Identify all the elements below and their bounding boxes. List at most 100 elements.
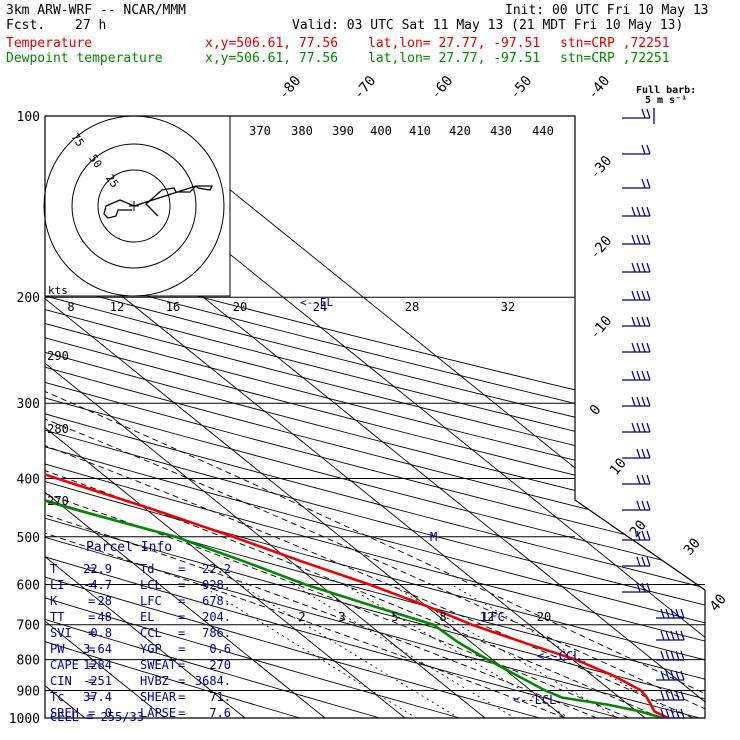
parcel-equals: =: [88, 626, 96, 640]
dry-adiabat: [45, 116, 705, 718]
dry-adiabat: [45, 116, 705, 718]
wind-barb: [622, 316, 651, 327]
parcel-param-name: LI: [50, 578, 65, 592]
mixing-ratio-line: [239, 584, 481, 718]
isotherm-line: [45, 116, 246, 718]
dry-adiabat: [45, 116, 705, 718]
isotherm-line: [45, 116, 566, 718]
dry-adiabat: [45, 116, 340, 718]
dry-adiabat: [45, 116, 705, 718]
lfc-marker: LFC: [483, 610, 505, 624]
pressure-label: 200: [17, 291, 40, 306]
parcel-param-value: 22.9: [83, 562, 112, 576]
hodograph-axis-label: 16: [166, 300, 180, 314]
parcel-param-value: 786.: [202, 626, 231, 640]
parcel-param-value: 1284: [83, 658, 112, 672]
mixing-ratio-label: 5: [391, 610, 398, 624]
wind-barb: [656, 670, 685, 681]
dry-adiabat: [45, 116, 705, 718]
hodograph-ring: [71, 143, 197, 269]
parcel-param-name: EL: [140, 610, 155, 624]
parcel-param-name: CCL: [140, 626, 162, 640]
theta-label: 410: [409, 124, 431, 138]
parcel-param-name: LAPSE: [140, 706, 177, 720]
theta-label: 380: [291, 124, 313, 138]
wind-barb: [656, 650, 685, 661]
parcel-equals: =: [178, 642, 186, 656]
wind-barb: [622, 234, 651, 245]
wind-barb: [622, 262, 651, 273]
parcel-param-value: 3.64: [83, 642, 112, 656]
parcel-param-value: -4.7: [83, 578, 112, 592]
pressure-label: 700: [17, 619, 40, 634]
temperature-xy: x,y=506.61, 77.56: [205, 36, 339, 51]
pressure-label: 1000: [9, 712, 40, 727]
isotherm-label: -40: [585, 73, 614, 103]
parcel-equals: =: [88, 658, 96, 672]
isotherm-label: -70: [351, 73, 380, 103]
hodograph-ring-label: 50: [86, 152, 104, 170]
parcel-equals: =: [178, 706, 186, 720]
parcel-param-name: LCL: [140, 578, 162, 592]
mixing-ratio-label: 20: [537, 610, 551, 624]
isotherm-label: 10: [607, 455, 630, 478]
parcel-equals: =: [88, 706, 96, 720]
parcel-cell: CELL = 255/33: [50, 710, 144, 724]
parcel-param-name: Tc: [50, 690, 65, 704]
dewpoint-line: [45, 116, 663, 718]
parcel-param-value: 0.8: [90, 626, 112, 640]
wind-barb: [622, 530, 651, 541]
pressure-label: 500: [17, 531, 40, 546]
wind-barb: [622, 342, 651, 353]
parcel-param-name: SWEAT: [140, 658, 177, 672]
parcel-equals: =: [88, 578, 96, 592]
parcel-param-value: 37.4: [83, 690, 112, 704]
parcel-param-name: SHEAR: [140, 690, 177, 704]
dewpoint-station: stn=CRP ,72251: [560, 51, 670, 66]
dry-adiabat: [45, 116, 705, 718]
dry-adiabat: [45, 116, 705, 718]
init-time: Init: 00 UTC Fri 10 May 13: [505, 3, 709, 18]
temperature-line: [45, 116, 669, 718]
dry-adiabat: [45, 116, 664, 718]
wind-barb: [622, 370, 651, 381]
hodograph-ring-label: 25: [103, 172, 121, 190]
wind-barb: [622, 396, 651, 407]
dry-adiabat: [45, 116, 705, 718]
hodograph-axis-label: 28: [405, 300, 419, 314]
dry-adiabat: [45, 116, 705, 718]
parcel-param-value: 48: [97, 610, 112, 624]
parcel-equals: =: [88, 610, 96, 624]
hodograph-unit-label: kts: [48, 284, 68, 297]
theta-low-label: 280: [47, 422, 69, 436]
parcel-param-name: SVI: [50, 626, 72, 640]
parcel-param-value: 3684.: [194, 674, 231, 688]
parcel-equals: =: [88, 674, 96, 688]
parcel-param-name: Td: [140, 562, 155, 576]
parcel-equals: =: [178, 626, 186, 640]
hodograph-axis-label: 20: [233, 300, 247, 314]
wind-barb: [622, 144, 651, 155]
hodograph-ring-label: 75: [68, 131, 86, 149]
isotherm-label: 20: [627, 517, 650, 540]
theta-label: 400: [370, 124, 392, 138]
parcel-param-name: YGP: [140, 642, 162, 656]
mixing-ratio-label: 12: [480, 610, 494, 624]
dry-adiabat: [45, 116, 705, 718]
dry-adiabat: [45, 116, 705, 718]
wind-barb: [622, 206, 651, 217]
theta-label: 420: [449, 124, 471, 138]
isotherm-line: [45, 116, 646, 718]
dry-adiabat: [45, 116, 421, 718]
parcel-equals: =: [178, 674, 186, 688]
ccl-marker: <--CCL: [537, 649, 580, 663]
dry-adiabat: [45, 116, 583, 718]
isotherm-line: [45, 116, 326, 718]
parcel-param-value: 0: [104, 706, 112, 720]
mixing-ratio-label: 8: [439, 610, 446, 624]
isotherm-label: -30: [587, 153, 616, 183]
pressure-label: 300: [17, 397, 40, 412]
isotherm-line: [138, 116, 705, 718]
temperature-legend: Temperature: [6, 36, 93, 51]
wind-barb: [622, 108, 651, 119]
